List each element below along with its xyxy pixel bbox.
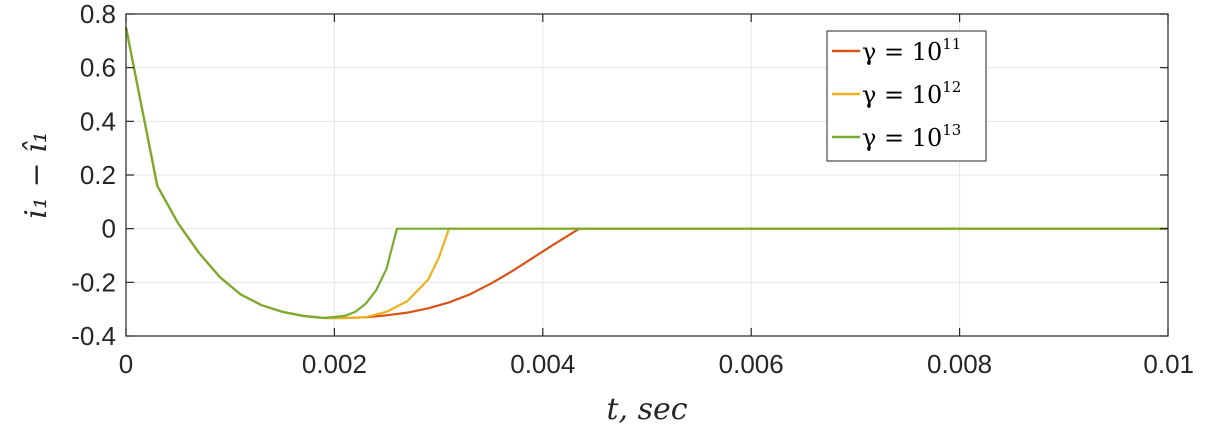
legend-label-1: γ = 1012 — [862, 78, 961, 109]
legend-box — [826, 30, 987, 162]
x-tick-label: 0.01 — [1143, 349, 1194, 379]
legend-label-exponent: 13 — [942, 121, 961, 139]
series-lines — [124, 27, 1168, 320]
legend-label-exponent: 11 — [942, 35, 961, 53]
y-tick-label: 0.4 — [80, 106, 116, 136]
x-tick-label: 0.004 — [510, 349, 575, 379]
series-line-0 — [124, 27, 1168, 320]
x-tick-label: 0.008 — [927, 349, 992, 379]
x-tick-label: 0.002 — [302, 349, 367, 379]
y-tick-label: -0.2 — [71, 267, 116, 297]
x-tick-labels: 0 0.002 0.004 0.006 0.008 0.01 — [119, 349, 1194, 379]
legend-label-base: γ = 10 — [862, 124, 942, 152]
y-axis-label: i₁ − î₁ — [19, 131, 54, 218]
y-tick-labels: -0.4 -0.2 0 0.2 0.4 0.6 0.8 — [71, 0, 116, 351]
y-tick-label: 0.6 — [80, 53, 116, 83]
y-tick-label: 0.2 — [80, 160, 116, 190]
series-line-2 — [124, 27, 1168, 320]
tick-marks — [125, 13, 1169, 337]
x-tick-label: 0 — [119, 349, 133, 379]
y-tick-label: 0 — [102, 214, 116, 244]
legend-label-0: γ = 1011 — [862, 35, 961, 66]
y-tick-label: 0.8 — [80, 0, 116, 29]
legend-label-base: γ = 10 — [862, 38, 942, 66]
legend-label-exponent: 12 — [942, 78, 961, 96]
x-axis-label: t, sec — [606, 392, 687, 427]
series-line-1 — [124, 27, 1168, 320]
y-tick-label: -0.4 — [71, 321, 116, 351]
grid — [125, 13, 1169, 337]
x-tick-label: 0.006 — [719, 349, 784, 379]
legend-label-2: γ = 1013 — [862, 121, 961, 152]
legend-label-base: γ = 10 — [862, 81, 942, 109]
